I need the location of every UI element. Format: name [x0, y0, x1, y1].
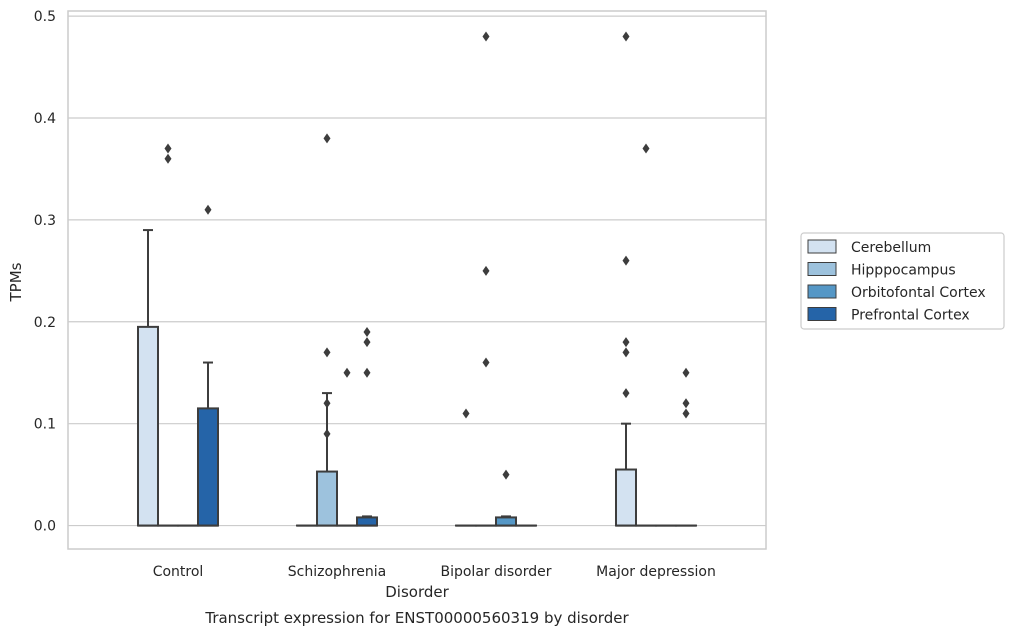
outlier-point	[482, 31, 490, 42]
y-tick-label: 0.1	[34, 417, 56, 433]
outlier-point	[323, 428, 331, 439]
legend-item: Hipppocampus	[807, 262, 956, 279]
grid-lines	[68, 15, 766, 527]
y-tick-label: 0.2	[34, 315, 56, 331]
outlier-point	[363, 367, 371, 378]
outlier-point	[502, 469, 510, 480]
legend-swatch	[807, 262, 837, 276]
box-plot	[157, 143, 179, 527]
outlier-point	[323, 347, 331, 358]
box	[495, 516, 517, 527]
plot-border	[67, 10, 767, 550]
legend-item: Cerebellum	[807, 239, 931, 256]
series-orbitofontal-cortex	[177, 367, 677, 527]
figure-caption: Transcript expression for ENST0000056031…	[204, 609, 629, 627]
outlier-point	[204, 204, 212, 215]
series-prefrontal-cortex	[197, 204, 697, 527]
box-series	[137, 31, 697, 527]
box-plot	[635, 143, 657, 527]
legend-item: Prefrontal Cortex	[807, 307, 970, 324]
box-plot	[137, 229, 159, 527]
outlier-point	[622, 388, 630, 399]
outlier-point	[482, 357, 490, 368]
outlier-point	[642, 143, 650, 154]
box	[316, 470, 338, 527]
legend-label: Cerebellum	[851, 240, 931, 256]
outlier-point	[682, 398, 690, 409]
box-plot	[475, 31, 497, 527]
box-plot	[356, 326, 378, 527]
outlier-point	[622, 337, 630, 348]
box-plot	[316, 133, 338, 527]
y-tick-label: 0.3	[34, 213, 56, 229]
outlier-point	[323, 398, 331, 409]
box-plot	[455, 408, 477, 527]
outlier-point	[622, 31, 630, 42]
y-tick-label: 0.5	[34, 9, 56, 25]
outlier-point	[363, 337, 371, 348]
x-tick-labels: Control Schizophrenia Bipolar disorder Majo…	[153, 564, 716, 580]
box	[356, 516, 378, 527]
outlier-point	[164, 153, 172, 164]
series-cerebellum	[137, 31, 637, 527]
y-tick-labels: 0.0 0.1 0.2 0.3 0.4 0.5	[34, 9, 56, 534]
box	[615, 468, 637, 527]
outlier-point	[622, 255, 630, 266]
x-tick-label: Schizophrenia	[288, 564, 386, 580]
y-axis-label: TPMs	[7, 262, 25, 302]
box	[137, 325, 159, 527]
legend-swatch	[807, 239, 837, 254]
legend-label: Orbitofontal Cortex	[851, 285, 986, 301]
legend-label: Hipppocampus	[851, 263, 956, 279]
x-tick-label: Bipolar disorder	[440, 564, 551, 580]
outlier-point	[343, 367, 351, 378]
y-tick-label: 0.0	[34, 519, 56, 535]
legend-swatch	[807, 284, 837, 299]
outlier-point	[622, 347, 630, 358]
box-plot	[197, 204, 219, 527]
legend-swatch	[807, 307, 837, 321]
x-tick-label: Major depression	[596, 564, 716, 580]
series-hipppocampus	[157, 31, 657, 527]
outlier-point	[682, 408, 690, 419]
outlier-point	[363, 326, 371, 337]
plot-frame	[67, 10, 767, 550]
x-axis-label: Disorder	[385, 583, 449, 601]
x-tick-label: Control	[153, 564, 204, 580]
legend-box	[800, 232, 1005, 330]
box-plot	[495, 469, 517, 527]
legend-label: Prefrontal Cortex	[851, 308, 970, 324]
y-tick-label: 0.4	[34, 111, 56, 127]
outlier-point	[323, 133, 331, 144]
box-plot	[336, 367, 358, 527]
outlier-point	[462, 408, 470, 419]
box-plot	[615, 31, 637, 527]
box-plot	[675, 367, 697, 527]
outlier-point	[682, 367, 690, 378]
legend-item: Orbitofontal Cortex	[807, 284, 986, 301]
outlier-point	[482, 265, 490, 276]
box	[197, 407, 219, 527]
legend: Cerebellum Hipppocampus Orbitofontal Corte…	[800, 232, 1005, 330]
outlier-point	[164, 143, 172, 154]
